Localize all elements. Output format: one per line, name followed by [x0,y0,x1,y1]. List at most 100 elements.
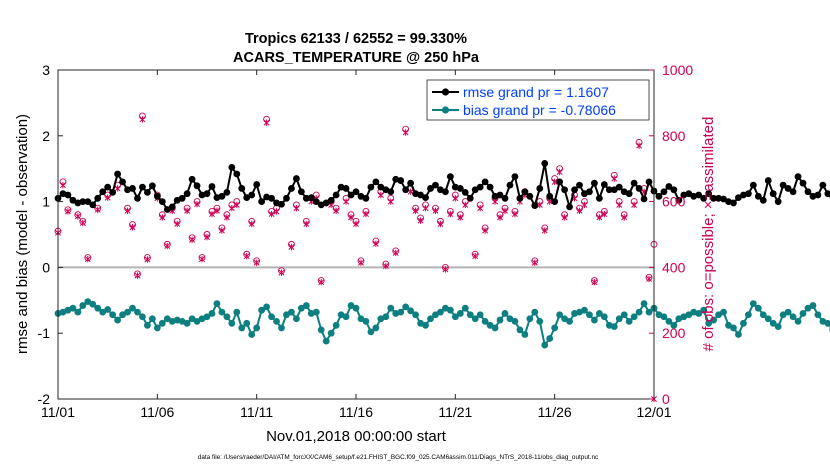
x-tick-label: 11/06 [140,404,174,420]
obs-assimilated-glyph [447,210,454,218]
obs-assimilated-point [536,201,543,209]
rmse-point [208,183,216,190]
rmse-point [526,192,534,200]
obs-assimilated-glyph [318,279,325,286]
bias-point [114,316,121,324]
obs-assimilated-point [447,210,454,218]
obs-assimilated-glyph [218,227,225,234]
rmse-point [591,179,598,187]
legend-box [426,79,650,121]
rmse-point [546,192,554,200]
bias-point [536,317,544,325]
obs-assimilated-point [159,214,166,221]
bias-point [412,311,419,319]
rmse-point [327,196,335,204]
rmse-point [536,185,544,192]
bias-point [551,324,559,332]
obs-assimilated-glyph [437,220,444,228]
bias-point [129,304,136,312]
bias-point [446,306,454,314]
rmse-point [700,194,708,202]
obs-assimilated-glyph [432,207,439,215]
rmse-point [710,194,717,202]
rmse-point [561,186,568,194]
bias-point [824,319,830,327]
obs-assimilated-point [387,198,394,205]
bias-point [362,317,370,325]
rmse-point [422,194,429,202]
obs-assimilated-glyph [541,227,548,234]
bias-point [437,308,444,316]
bias-point [749,300,757,307]
obs-assimilated-glyph [646,275,652,283]
obs-assimilated-point [273,208,280,215]
obs-assimilated-glyph [536,201,543,209]
bias-point [516,326,524,334]
obs-assimilated-point [596,214,603,221]
obs-assimilated-glyph [462,201,469,209]
bias-point [144,321,151,329]
rmse-point [586,188,593,196]
bias-point [695,310,703,317]
rmse-point [94,194,102,202]
obs-assimilated-point [134,272,141,279]
obs-assimilated-glyph [303,220,310,228]
obs-assimilated-point [209,210,215,218]
obs-assimilated-point [377,191,384,199]
obs-assimilated-point [204,233,210,241]
legend-item-bias: bias grand pr = -0.78066 [432,102,616,118]
rmse-series [54,160,830,213]
rmse-point [730,199,737,207]
rmse-point [521,188,529,196]
bias-point [402,303,410,311]
rmse-point [814,191,822,199]
rmse-point [511,173,519,180]
y-tick-label: 1 [42,194,50,210]
rmse-point [129,185,136,192]
obs-assimilated-point [218,227,225,234]
legend-bias-label: bias grand pr = -0.78066 [463,102,616,118]
rmse-point [769,190,777,198]
obs-assimilated-point [303,220,310,228]
obs-assimilated-glyph [387,198,394,205]
obs-assimilated-point [472,253,479,260]
bias-point [556,311,564,319]
bias-point [754,304,762,312]
obs-assimilated-glyph [189,236,196,243]
rmse-point [134,194,141,202]
rmse-point [605,186,613,194]
bias-point [332,321,340,329]
bias-point [476,311,484,319]
rmse-point [312,198,320,206]
rmse-point [84,198,92,206]
bias-point [501,310,509,317]
bias-point [630,313,638,321]
obs-assimilated-glyph [621,214,628,221]
obs-assimilated-point [139,116,146,123]
obs-assimilated-glyph [134,272,141,279]
obs-assimilated-point [124,207,131,215]
bias-point [591,316,598,324]
obs-assimilated-point [541,227,548,234]
x-axis-ticks: 11/01 11/06 11/11 11/16 11/21 11/26 12/01 [41,70,672,420]
rmse-point [774,198,782,206]
rmse-point [819,181,827,189]
rmse-point [332,191,340,199]
bias-point [238,324,246,332]
rmse-point [645,178,653,186]
x-tick-label: 11/11 [240,404,273,420]
rmse-point [476,183,484,191]
bias-point [511,317,519,325]
obs-assimilated-point [268,210,275,218]
obs-assimilated-point [129,224,136,231]
y2-tick-label: 0 [662,391,670,407]
bias-point [635,308,643,316]
obs-assimilated-glyph [611,175,618,182]
rmse-point [749,181,757,189]
rmse-point [461,188,469,196]
legend-item-rmse: rmse grand pr = 1.1607 [432,84,609,100]
obs-assimilated-glyph [209,210,215,218]
bias-point [69,304,77,312]
obs-assimilated-glyph [636,142,643,149]
obs-assimilated-glyph [184,207,191,215]
